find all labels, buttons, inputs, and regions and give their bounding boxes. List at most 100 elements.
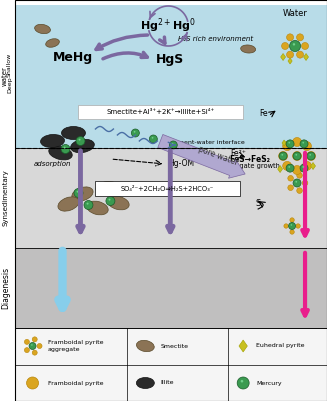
Circle shape bbox=[31, 344, 33, 346]
Circle shape bbox=[286, 164, 294, 172]
Ellipse shape bbox=[241, 45, 256, 53]
Circle shape bbox=[288, 142, 290, 144]
Text: Illite: Illite bbox=[160, 381, 174, 385]
Bar bbox=[15, 248, 327, 328]
Circle shape bbox=[297, 34, 303, 41]
Polygon shape bbox=[311, 162, 316, 170]
Circle shape bbox=[293, 138, 301, 146]
Circle shape bbox=[98, 186, 100, 188]
Circle shape bbox=[96, 184, 105, 194]
Bar bbox=[78, 105, 243, 119]
Circle shape bbox=[300, 140, 308, 148]
Bar bbox=[15, 5, 327, 148]
Circle shape bbox=[172, 143, 173, 145]
Circle shape bbox=[152, 137, 153, 139]
Ellipse shape bbox=[108, 196, 129, 210]
Circle shape bbox=[61, 144, 70, 154]
Circle shape bbox=[296, 224, 300, 228]
Circle shape bbox=[288, 176, 293, 181]
Polygon shape bbox=[239, 340, 247, 352]
Polygon shape bbox=[278, 166, 283, 172]
Circle shape bbox=[295, 181, 297, 183]
Circle shape bbox=[286, 140, 294, 148]
Circle shape bbox=[32, 337, 37, 342]
Circle shape bbox=[169, 141, 177, 149]
Text: Hg-OM: Hg-OM bbox=[168, 160, 195, 168]
Circle shape bbox=[288, 185, 293, 190]
Text: Mercury: Mercury bbox=[256, 381, 282, 385]
Circle shape bbox=[302, 142, 311, 151]
Circle shape bbox=[131, 129, 139, 137]
Circle shape bbox=[77, 190, 78, 192]
Circle shape bbox=[306, 152, 316, 160]
Circle shape bbox=[297, 51, 303, 58]
Ellipse shape bbox=[72, 187, 93, 201]
Circle shape bbox=[292, 43, 299, 49]
Circle shape bbox=[134, 131, 135, 133]
Circle shape bbox=[302, 161, 311, 170]
Circle shape bbox=[293, 152, 301, 160]
Text: Framboidal pyrite: Framboidal pyrite bbox=[47, 381, 103, 385]
Text: MeHg: MeHg bbox=[52, 51, 93, 65]
Text: Shallow: Shallow bbox=[7, 53, 12, 77]
Circle shape bbox=[307, 152, 315, 160]
Circle shape bbox=[284, 224, 288, 228]
Circle shape bbox=[293, 43, 295, 46]
Text: Diagenesis: Diagenesis bbox=[1, 267, 10, 309]
Circle shape bbox=[288, 223, 296, 229]
Ellipse shape bbox=[58, 197, 79, 211]
Circle shape bbox=[295, 154, 297, 156]
Circle shape bbox=[297, 188, 302, 193]
Text: pore water: pore water bbox=[197, 145, 239, 167]
Circle shape bbox=[282, 43, 288, 49]
Circle shape bbox=[84, 200, 93, 209]
Circle shape bbox=[291, 224, 292, 226]
Ellipse shape bbox=[87, 201, 108, 215]
Circle shape bbox=[37, 344, 42, 348]
Circle shape bbox=[290, 218, 294, 222]
Circle shape bbox=[293, 152, 301, 160]
Ellipse shape bbox=[61, 126, 85, 140]
Bar bbox=[95, 181, 240, 196]
Circle shape bbox=[241, 380, 243, 383]
Text: Synsedimentary: Synsedimentary bbox=[3, 170, 9, 227]
Text: FeS→FeS₂: FeS→FeS₂ bbox=[230, 154, 271, 164]
Text: aggregate growth: aggregate growth bbox=[220, 163, 280, 169]
Text: Smectite: Smectite bbox=[160, 344, 188, 348]
Text: adsorption: adsorption bbox=[34, 161, 71, 167]
Circle shape bbox=[30, 344, 35, 348]
Text: S: S bbox=[255, 200, 261, 209]
Circle shape bbox=[302, 180, 308, 186]
Circle shape bbox=[293, 179, 301, 187]
Bar bbox=[15, 328, 327, 401]
Circle shape bbox=[294, 180, 300, 186]
FancyArrow shape bbox=[158, 134, 245, 178]
Circle shape bbox=[288, 166, 290, 168]
Circle shape bbox=[149, 135, 157, 143]
Circle shape bbox=[237, 377, 249, 389]
Circle shape bbox=[76, 136, 85, 146]
Circle shape bbox=[106, 196, 115, 205]
Ellipse shape bbox=[96, 182, 118, 194]
Text: sediment-water interface: sediment-water interface bbox=[165, 140, 245, 145]
Ellipse shape bbox=[136, 340, 154, 352]
Circle shape bbox=[32, 350, 37, 355]
Circle shape bbox=[286, 34, 294, 41]
Circle shape bbox=[302, 166, 304, 168]
Ellipse shape bbox=[41, 134, 64, 148]
Text: Deep: Deep bbox=[7, 76, 12, 93]
Circle shape bbox=[279, 152, 287, 160]
Ellipse shape bbox=[136, 377, 154, 389]
Circle shape bbox=[283, 142, 292, 151]
Polygon shape bbox=[281, 53, 285, 61]
Polygon shape bbox=[303, 53, 308, 61]
Circle shape bbox=[74, 188, 83, 198]
Text: SO₄²⁻+2CH₂O⇒H₂S+2HCO₃⁻: SO₄²⁻+2CH₂O⇒H₂S+2HCO₃⁻ bbox=[121, 186, 214, 192]
Text: Water: Water bbox=[283, 8, 307, 18]
Circle shape bbox=[301, 43, 309, 49]
Text: Hg$^{2+}$Hg$^0$: Hg$^{2+}$Hg$^0$ bbox=[140, 17, 196, 35]
Text: Euhedral pyrite: Euhedral pyrite bbox=[256, 344, 305, 348]
Circle shape bbox=[297, 172, 302, 178]
Text: HgS: HgS bbox=[156, 53, 184, 65]
Bar bbox=[15, 148, 327, 248]
